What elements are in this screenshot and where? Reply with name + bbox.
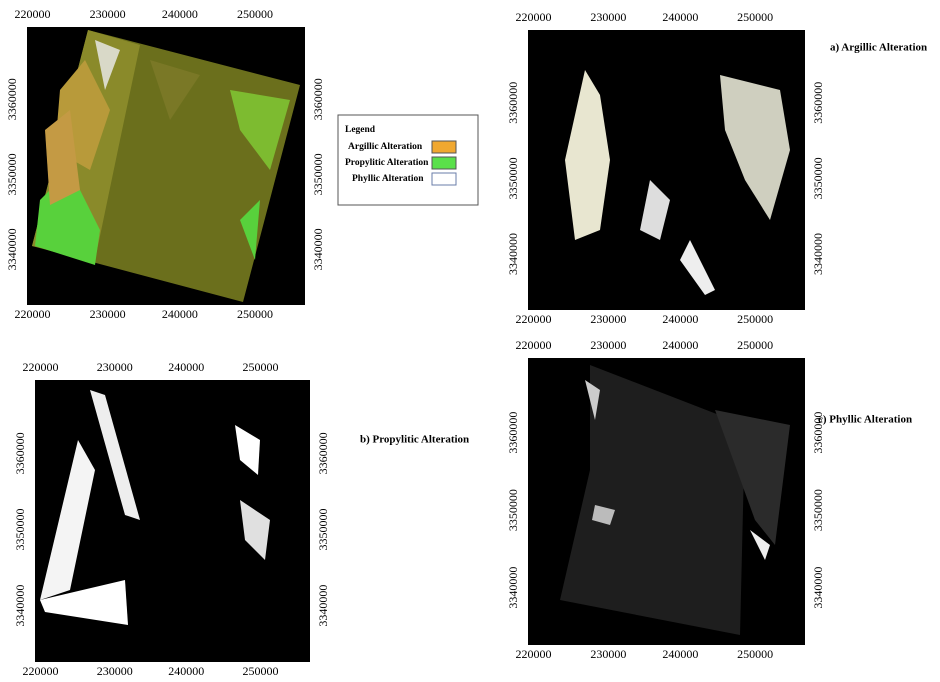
y-label: 3350000 <box>811 157 825 199</box>
x-label: 230000 <box>90 307 126 321</box>
legend-title: Legend <box>345 125 376 135</box>
panel-caption: b) Propylitic Alteration <box>360 434 469 446</box>
legend-item: Phyllic Alteration <box>352 174 424 184</box>
y-label: 3350000 <box>5 153 19 195</box>
x-label: 230000 <box>590 10 626 24</box>
y-label: 3350000 <box>316 508 330 550</box>
x-label: 240000 <box>662 312 698 326</box>
x-label: 220000 <box>23 664 59 678</box>
x-label: 230000 <box>590 647 626 661</box>
y-label: 3340000 <box>311 228 325 270</box>
y-label: 3340000 <box>5 228 19 270</box>
y-label: 3340000 <box>316 585 330 627</box>
x-label: 250000 <box>243 360 279 374</box>
x-label: 230000 <box>97 664 133 678</box>
x-label: 220000 <box>516 10 552 24</box>
x-label: 220000 <box>516 647 552 661</box>
x-label: 240000 <box>168 360 204 374</box>
x-label: 240000 <box>662 10 698 24</box>
phyllic-map <box>528 358 805 645</box>
y-label: 3350000 <box>311 153 325 195</box>
x-label: 250000 <box>737 338 773 352</box>
x-label: 220000 <box>23 360 59 374</box>
x-label: 230000 <box>590 312 626 326</box>
y-label: 3360000 <box>5 78 19 120</box>
y-label: 3340000 <box>811 567 825 609</box>
y-label: 3350000 <box>506 489 520 531</box>
y-label: 3360000 <box>316 432 330 474</box>
y-label: 3340000 <box>811 233 825 275</box>
x-label: 250000 <box>237 307 273 321</box>
propylitic-map <box>35 380 310 662</box>
composite-map <box>27 27 305 305</box>
x-label: 240000 <box>162 7 198 21</box>
x-label: 250000 <box>737 10 773 24</box>
legend: Legend Argillic Alteration Propylitic Al… <box>338 115 478 205</box>
x-label: 220000 <box>15 307 51 321</box>
y-label: 3340000 <box>13 585 27 627</box>
x-label: 240000 <box>662 647 698 661</box>
x-label: 230000 <box>590 338 626 352</box>
x-label: 250000 <box>737 312 773 326</box>
y-label: 3360000 <box>811 82 825 124</box>
y-label: 3350000 <box>811 489 825 531</box>
x-label: 240000 <box>662 338 698 352</box>
x-label: 220000 <box>15 7 51 21</box>
y-label: 3360000 <box>13 432 27 474</box>
x-label: 230000 <box>97 360 133 374</box>
x-label: 240000 <box>168 664 204 678</box>
argillic-map <box>528 30 805 310</box>
x-label: 250000 <box>243 664 279 678</box>
x-label: 250000 <box>737 647 773 661</box>
y-label: 3360000 <box>506 412 520 454</box>
panel-caption: a) Argillic Alteration <box>830 42 927 54</box>
legend-item: Propylitic Alteration <box>345 158 429 168</box>
y-label: 3360000 <box>311 78 325 120</box>
x-label: 220000 <box>516 312 552 326</box>
y-label: 3360000 <box>506 82 520 124</box>
x-label: 220000 <box>516 338 552 352</box>
x-label: 250000 <box>237 7 273 21</box>
y-label: 3350000 <box>13 508 27 550</box>
x-label: 240000 <box>162 307 198 321</box>
legend-item: Argillic Alteration <box>348 142 423 152</box>
y-label: 3340000 <box>506 233 520 275</box>
figure: Legend Argillic Alteration Propylitic Al… <box>0 0 940 682</box>
y-label: 3350000 <box>506 157 520 199</box>
x-label: 230000 <box>90 7 126 21</box>
y-label: 3340000 <box>506 567 520 609</box>
panel-caption: c) Phyllic Alteration <box>818 414 912 426</box>
